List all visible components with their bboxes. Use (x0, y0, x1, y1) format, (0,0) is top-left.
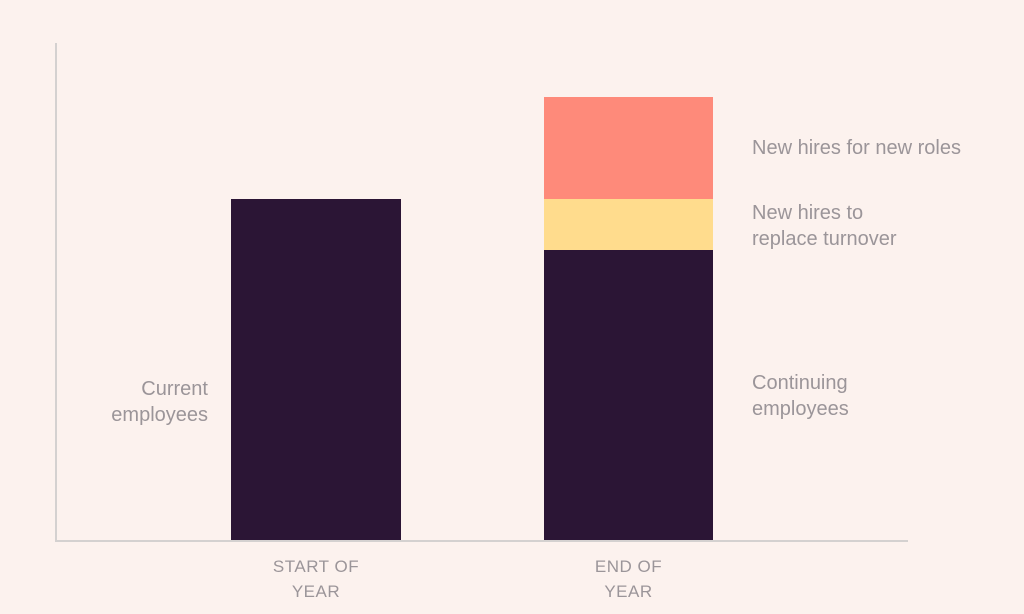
label-line: Continuing (752, 372, 848, 394)
label-continuing-employees: Continuing employees (752, 370, 1012, 422)
label-line: New hires to (752, 202, 864, 224)
bar-start-of-year (231, 199, 401, 540)
x-axis-label-line: END OF (594, 557, 663, 576)
x-axis-label-start-of-year: START OF YEAR (231, 554, 401, 604)
label-new-hires-replace-turnover: New hires to replace turnover (752, 200, 1012, 252)
label-current-employees: Current employees (38, 376, 208, 428)
bar-segment-current-continuing-employees (231, 199, 401, 540)
label-line: employees (752, 398, 849, 420)
x-axis-line (55, 540, 908, 542)
bar-segment-current-continuing-employees (544, 250, 713, 540)
label-line: New hires for new roles (752, 137, 961, 159)
bar-end-of-year (544, 97, 713, 540)
bar-segment-new-hires-for-new-roles (544, 97, 713, 199)
x-axis-label-line: START OF (272, 557, 360, 576)
label-new-hires-new-roles: New hires for new roles (752, 135, 1012, 161)
label-line: employees (111, 404, 208, 426)
y-axis-line (55, 43, 57, 542)
label-line: Current (141, 378, 208, 400)
label-line: replace turnover (752, 228, 897, 250)
x-axis-label-line: YEAR (291, 582, 341, 601)
x-axis-label-line: YEAR (604, 582, 653, 601)
bar-segment-new-hires-to-replace-turnover (544, 199, 713, 250)
x-axis-label-end-of-year: END OF YEAR (544, 554, 713, 604)
